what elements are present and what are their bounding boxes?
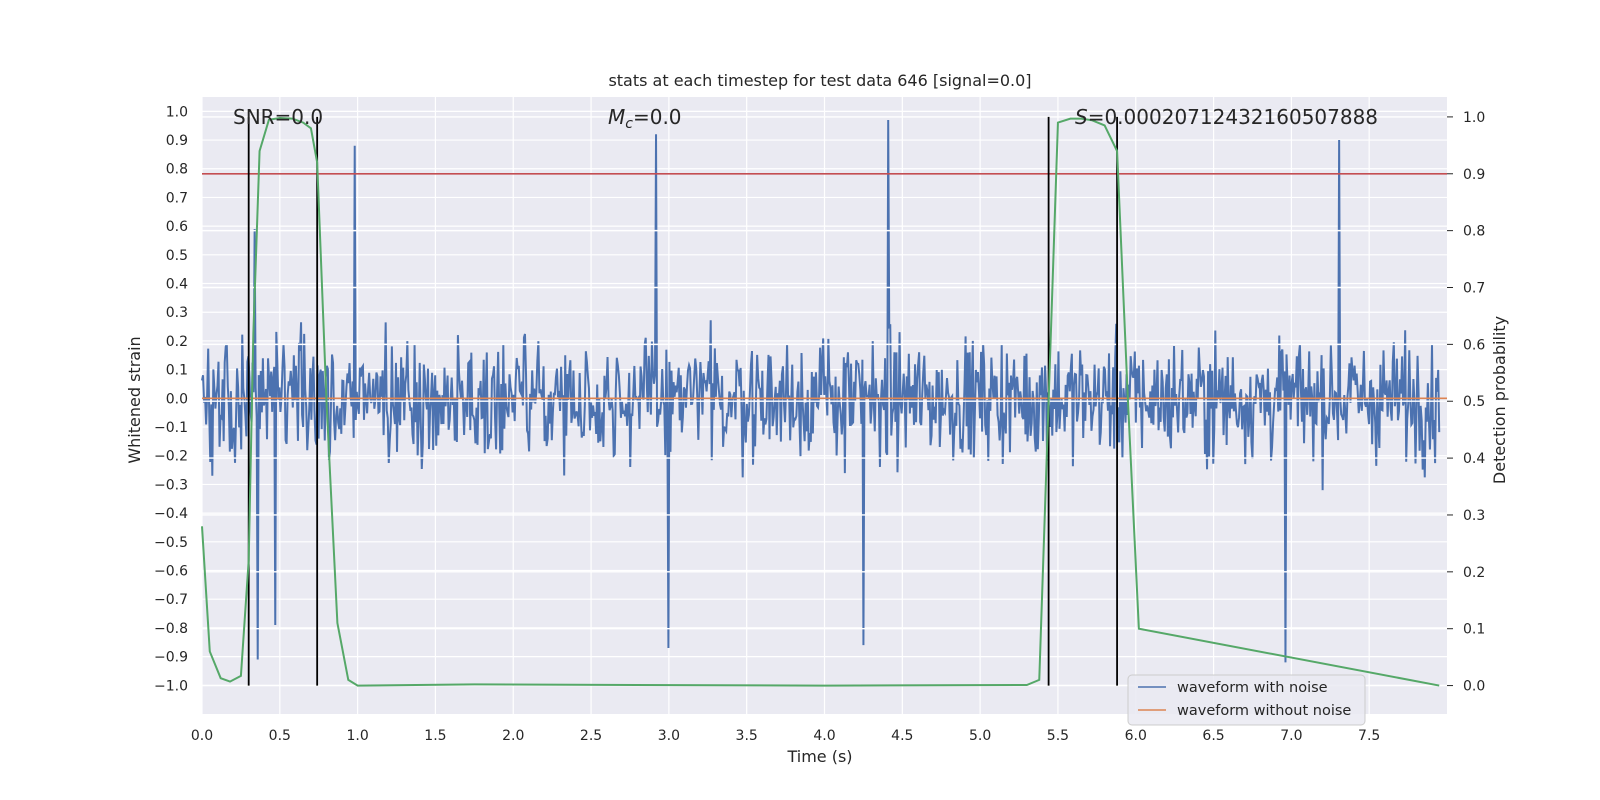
x-tick-label: 2.5	[580, 728, 602, 744]
y-tick-label: 0.1	[166, 363, 188, 379]
y-right-tick-label: 0.3	[1463, 508, 1485, 524]
chart-title: stats at each timestep for test data 646…	[608, 71, 1031, 90]
y-right-tick-label: 0.5	[1463, 394, 1485, 410]
x-tick-label: 6.5	[1202, 728, 1224, 744]
x-tick-label: 5.5	[1047, 728, 1069, 744]
y-tick-label: 0.0	[166, 391, 188, 407]
y-tick-label: 0.4	[166, 277, 188, 293]
y-tick-label: 0.5	[166, 248, 188, 264]
y-tick-label: −0.8	[154, 621, 188, 637]
y-tick-label: 0.6	[166, 219, 188, 235]
y-axis-title: Whitened strain	[125, 336, 144, 463]
chirp-mass-annotation: Mc=0.0	[608, 105, 682, 132]
y-tick-label: 0.8	[166, 162, 188, 178]
y-right-tick-label: 0.8	[1463, 224, 1485, 240]
y-tick-label: 0.3	[166, 305, 188, 321]
y-tick-label: −0.7	[154, 592, 188, 608]
y-tick-label: −0.9	[154, 650, 188, 666]
y-right-tick-label: 0.7	[1463, 281, 1485, 297]
s-annotation: S=0.00020712432160507888	[1075, 105, 1378, 129]
y-right-tick-label: 0.9	[1463, 167, 1485, 183]
y-right-tick-label: 0.0	[1463, 679, 1485, 695]
y-right-tick-label: 0.6	[1463, 337, 1485, 353]
x-tick-label: 7.5	[1358, 728, 1380, 744]
y-right-tick-label: 1.0	[1463, 110, 1485, 126]
y-axis-right-title: Detection probability	[1490, 316, 1509, 484]
y-right-tick-label: 0.4	[1463, 451, 1485, 467]
x-tick-label: 4.0	[813, 728, 835, 744]
x-tick-label: 1.5	[424, 728, 446, 744]
y-right-tick-label: 0.2	[1463, 565, 1485, 581]
s-value: =0.00020712432160507888	[1088, 105, 1378, 129]
snr-annotation: SNR=0.0	[233, 105, 323, 129]
chirp-mass-subscript: c	[625, 116, 633, 132]
chirp-mass-value: =0.0	[633, 105, 682, 129]
legend-frame	[1127, 674, 1366, 726]
x-axis-title: Time (s)	[786, 747, 852, 766]
x-tick-label: 3.0	[658, 728, 680, 744]
y-tick-label: −0.4	[154, 506, 188, 522]
x-tick-label: 5.0	[969, 728, 991, 744]
legend-label-clean: waveform without noise	[1177, 703, 1351, 719]
y-tick-label: −1.0	[154, 678, 188, 694]
y-tick-label: −0.3	[154, 477, 188, 493]
x-tick-label: 7.0	[1280, 728, 1302, 744]
s-symbol: S	[1075, 105, 1088, 129]
x-tick-label: 2.0	[502, 728, 524, 744]
chirp-mass-symbol: M	[608, 105, 625, 129]
x-tick-label: 0.0	[191, 728, 213, 744]
series-detection-probability	[201, 117, 1440, 687]
x-tick-label: 1.0	[346, 728, 368, 744]
x-tick-label: 4.5	[891, 728, 913, 744]
y-tick-label: −0.1	[154, 420, 188, 436]
y-tick-label: 1.0	[166, 104, 188, 120]
y-tick-label: 0.7	[166, 190, 188, 206]
legend-label-noise: waveform with noise	[1177, 680, 1328, 696]
legend: waveform with noise waveform without noi…	[1127, 674, 1366, 726]
y-tick-label: −0.6	[154, 564, 188, 580]
x-tick-label: 0.5	[269, 728, 291, 744]
y-right-tick-label: 0.1	[1463, 622, 1485, 638]
y-tick-label: −0.5	[154, 535, 188, 551]
tick-layer: 0.0 0.5 1.0 1.5 2.0 2.5 3.0 3.5 4.0 4.5 5.0 5.5 6.0 6…	[154, 104, 1485, 744]
y-tick-label: 0.2	[166, 334, 188, 350]
x-tick-label: 3.5	[736, 728, 758, 744]
y-tick-label: −0.2	[154, 449, 188, 465]
series-waveform-with-noise	[201, 119, 1441, 663]
series-layer	[201, 116, 1447, 687]
x-tick-label: 6.0	[1125, 728, 1147, 744]
y-tick-label: 0.9	[166, 133, 188, 149]
